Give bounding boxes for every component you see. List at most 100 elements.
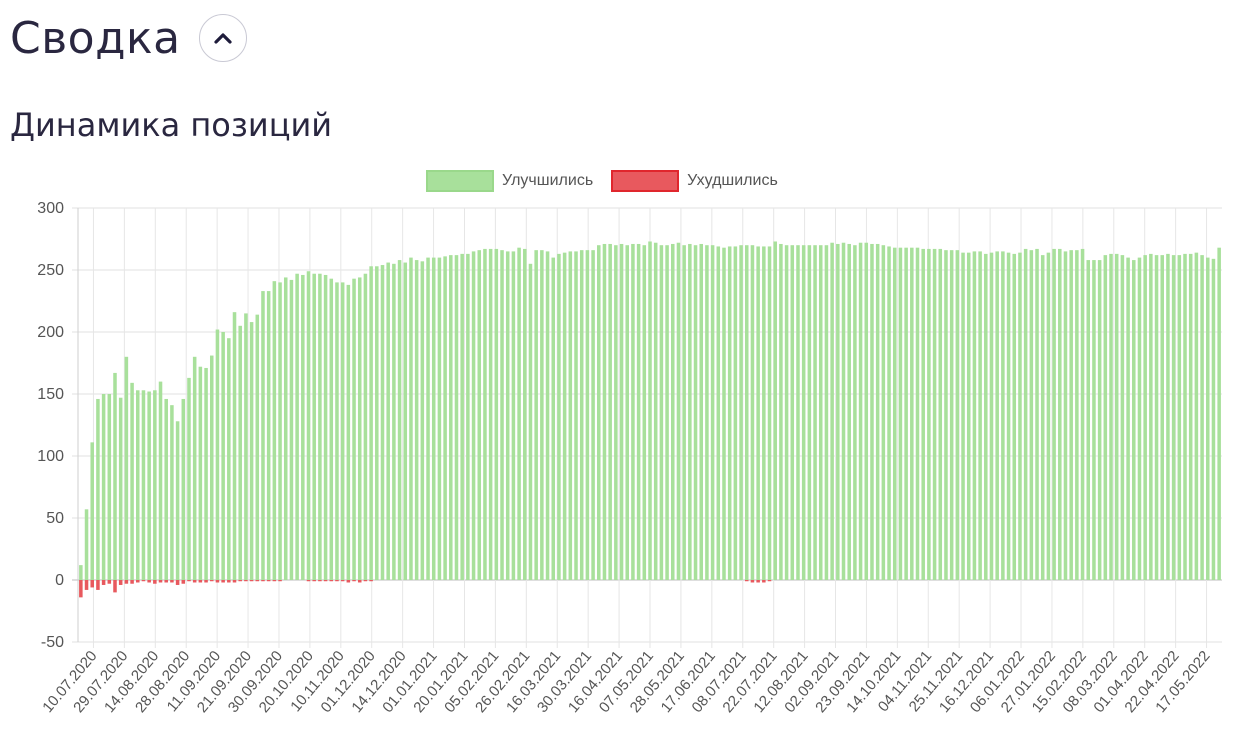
bar-improved[interactable] <box>676 242 681 580</box>
bar-worsened[interactable] <box>130 580 134 584</box>
bar-improved[interactable] <box>727 246 732 580</box>
bar-improved[interactable] <box>198 366 203 580</box>
bar-worsened[interactable] <box>767 580 772 582</box>
bar-improved[interactable] <box>1188 253 1193 580</box>
bar-improved[interactable] <box>346 284 351 580</box>
bar-improved[interactable] <box>614 245 618 580</box>
bar-improved[interactable] <box>915 247 920 580</box>
bar-worsened[interactable] <box>107 580 112 584</box>
bar-worsened[interactable] <box>238 580 242 582</box>
bar-worsened[interactable] <box>335 580 339 582</box>
bar-improved[interactable] <box>431 257 436 580</box>
bar-improved[interactable] <box>306 271 311 580</box>
bar-improved[interactable] <box>892 247 897 580</box>
bar-improved[interactable] <box>562 252 567 580</box>
bar-improved[interactable] <box>505 251 510 580</box>
bar-improved[interactable] <box>870 243 874 580</box>
bar-improved[interactable] <box>1018 252 1022 580</box>
bar-improved[interactable] <box>636 243 641 580</box>
bar-worsened[interactable] <box>113 580 117 593</box>
bar-improved[interactable] <box>585 250 590 580</box>
bar-improved[interactable] <box>380 265 385 580</box>
bar-improved[interactable] <box>1206 257 1210 580</box>
bar-improved[interactable] <box>818 245 823 580</box>
bar-improved[interactable] <box>1171 255 1176 580</box>
bar-improved[interactable] <box>1160 255 1164 580</box>
bar-improved[interactable] <box>813 245 817 580</box>
bar-improved[interactable] <box>397 260 402 580</box>
bar-improved[interactable] <box>261 291 265 580</box>
bar-improved[interactable] <box>1046 252 1051 580</box>
bar-improved[interactable] <box>153 390 157 580</box>
bar-improved[interactable] <box>881 245 886 580</box>
bar-improved[interactable] <box>790 245 795 580</box>
bar-improved[interactable] <box>699 243 703 580</box>
bar-worsened[interactable] <box>369 580 373 582</box>
bar-improved[interactable] <box>369 266 373 580</box>
bar-improved[interactable] <box>454 255 459 580</box>
bar-improved[interactable] <box>1132 260 1136 580</box>
bar-improved[interactable] <box>494 248 499 581</box>
bar-improved[interactable] <box>113 372 117 580</box>
legend-item-worsened[interactable]: Ухудшились <box>611 170 778 192</box>
bar-improved[interactable] <box>101 394 106 580</box>
bar-improved[interactable] <box>249 322 254 580</box>
bar-improved[interactable] <box>602 243 607 580</box>
bar-improved[interactable] <box>1023 248 1028 581</box>
bar-improved[interactable] <box>1063 251 1068 580</box>
bar-worsened[interactable] <box>181 580 186 584</box>
bar-improved[interactable] <box>961 252 965 580</box>
bar-improved[interactable] <box>682 245 686 580</box>
bar-improved[interactable] <box>534 250 538 580</box>
bar-improved[interactable] <box>1183 253 1187 580</box>
bar-improved[interactable] <box>733 246 738 580</box>
bar-improved[interactable] <box>1001 251 1005 580</box>
bar-improved[interactable] <box>984 253 988 580</box>
bar-improved[interactable] <box>192 356 197 580</box>
bar-improved[interactable] <box>340 282 345 580</box>
collapse-button[interactable] <box>198 14 247 62</box>
bar-improved[interactable] <box>921 248 925 581</box>
bar-improved[interactable] <box>1166 253 1170 580</box>
bar-worsened[interactable] <box>124 580 129 584</box>
bar-improved[interactable] <box>710 245 715 580</box>
bar-worsened[interactable] <box>170 580 174 583</box>
bar-improved[interactable] <box>483 248 487 581</box>
bar-improved[interactable] <box>841 242 846 580</box>
bar-improved[interactable] <box>318 273 322 580</box>
bar-worsened[interactable] <box>84 580 89 590</box>
bar-worsened[interactable] <box>249 580 254 582</box>
bar-improved[interactable] <box>597 245 601 580</box>
bar-improved[interactable] <box>209 355 214 580</box>
bar-improved[interactable] <box>1154 255 1159 580</box>
bar-improved[interactable] <box>255 314 260 580</box>
bar-improved[interactable] <box>568 251 573 580</box>
bar-improved[interactable] <box>1114 253 1119 580</box>
bar-improved[interactable] <box>170 405 174 580</box>
bar-improved[interactable] <box>773 241 777 581</box>
bar-improved[interactable] <box>579 250 584 580</box>
bar-improved[interactable] <box>295 273 299 580</box>
bar-improved[interactable] <box>466 253 470 580</box>
bar-improved[interactable] <box>653 242 658 580</box>
bar-worsened[interactable] <box>306 580 311 582</box>
bar-improved[interactable] <box>375 266 379 580</box>
bar-improved[interactable] <box>756 246 760 580</box>
bar-worsened[interactable] <box>136 580 140 583</box>
bar-improved[interactable] <box>283 277 288 580</box>
bar-improved[interactable] <box>978 251 982 580</box>
bar-worsened[interactable] <box>756 580 760 583</box>
bar-worsened[interactable] <box>79 580 83 598</box>
bar-worsened[interactable] <box>96 580 100 590</box>
bar-improved[interactable] <box>1103 255 1108 580</box>
bar-improved[interactable] <box>693 245 698 580</box>
bar-worsened[interactable] <box>261 580 265 582</box>
bar-improved[interactable] <box>875 243 880 580</box>
bar-improved[interactable] <box>591 250 595 580</box>
bar-improved[interactable] <box>966 252 971 580</box>
bar-improved[interactable] <box>1120 255 1125 580</box>
bar-improved[interactable] <box>517 247 521 580</box>
bar-improved[interactable] <box>631 243 635 580</box>
bar-improved[interactable] <box>830 242 834 580</box>
bar-improved[interactable] <box>329 278 334 580</box>
